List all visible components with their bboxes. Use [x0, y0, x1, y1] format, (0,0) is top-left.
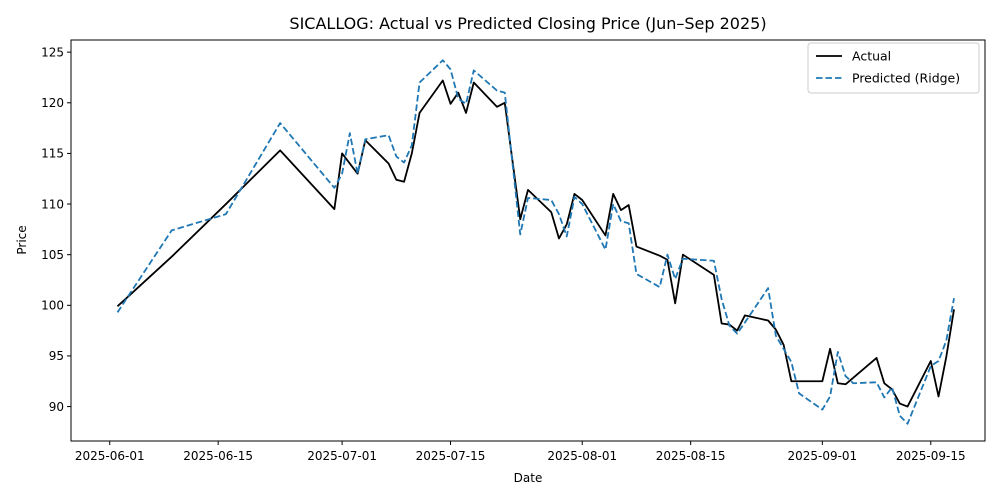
x-tick-label: 2025-06-15 [183, 449, 253, 463]
x-axis: 2025-06-01 2025-06-15 2025-07-01 2025-07-15… [75, 441, 966, 463]
x-tick-label: 2025-06-01 [75, 449, 145, 463]
y-tick-label: 110 [41, 197, 64, 211]
y-tick-label: 125 [41, 45, 64, 59]
y-axis-label: Price [15, 225, 29, 254]
legend: Actual Predicted (Ridge) [807, 42, 980, 94]
legend-label-actual: Actual [852, 49, 891, 64]
series-line-actual [116, 79, 955, 408]
x-tick-label: 2025-07-01 [307, 449, 377, 463]
x-tick-label: 2025-07-15 [416, 449, 486, 463]
series-line-predicted [116, 59, 955, 425]
y-tick-label: 105 [41, 248, 64, 262]
y-tick-label: 115 [41, 147, 64, 161]
plot-frame [70, 39, 986, 442]
y-tick-label: 95 [49, 349, 64, 363]
series-layer [116, 59, 955, 425]
y-axis: 90 95 100 105 110 115 120 125 [41, 45, 71, 414]
y-tick-label: 100 [41, 299, 64, 313]
x-tick-label: 2025-09-15 [896, 449, 966, 463]
x-tick-label: 2025-09-01 [787, 449, 857, 463]
legend-box [807, 42, 980, 94]
x-axis-label: Date [514, 471, 543, 485]
chart-title: SICALLOG: Actual vs Predicted Closing Pr… [289, 14, 766, 33]
x-tick-label: 2025-08-15 [656, 449, 726, 463]
legend-label-predicted: Predicted (Ridge) [852, 71, 960, 86]
x-tick-label: 2025-08-01 [547, 449, 617, 463]
y-tick-label: 120 [41, 96, 64, 110]
y-tick-label: 90 [49, 400, 64, 414]
